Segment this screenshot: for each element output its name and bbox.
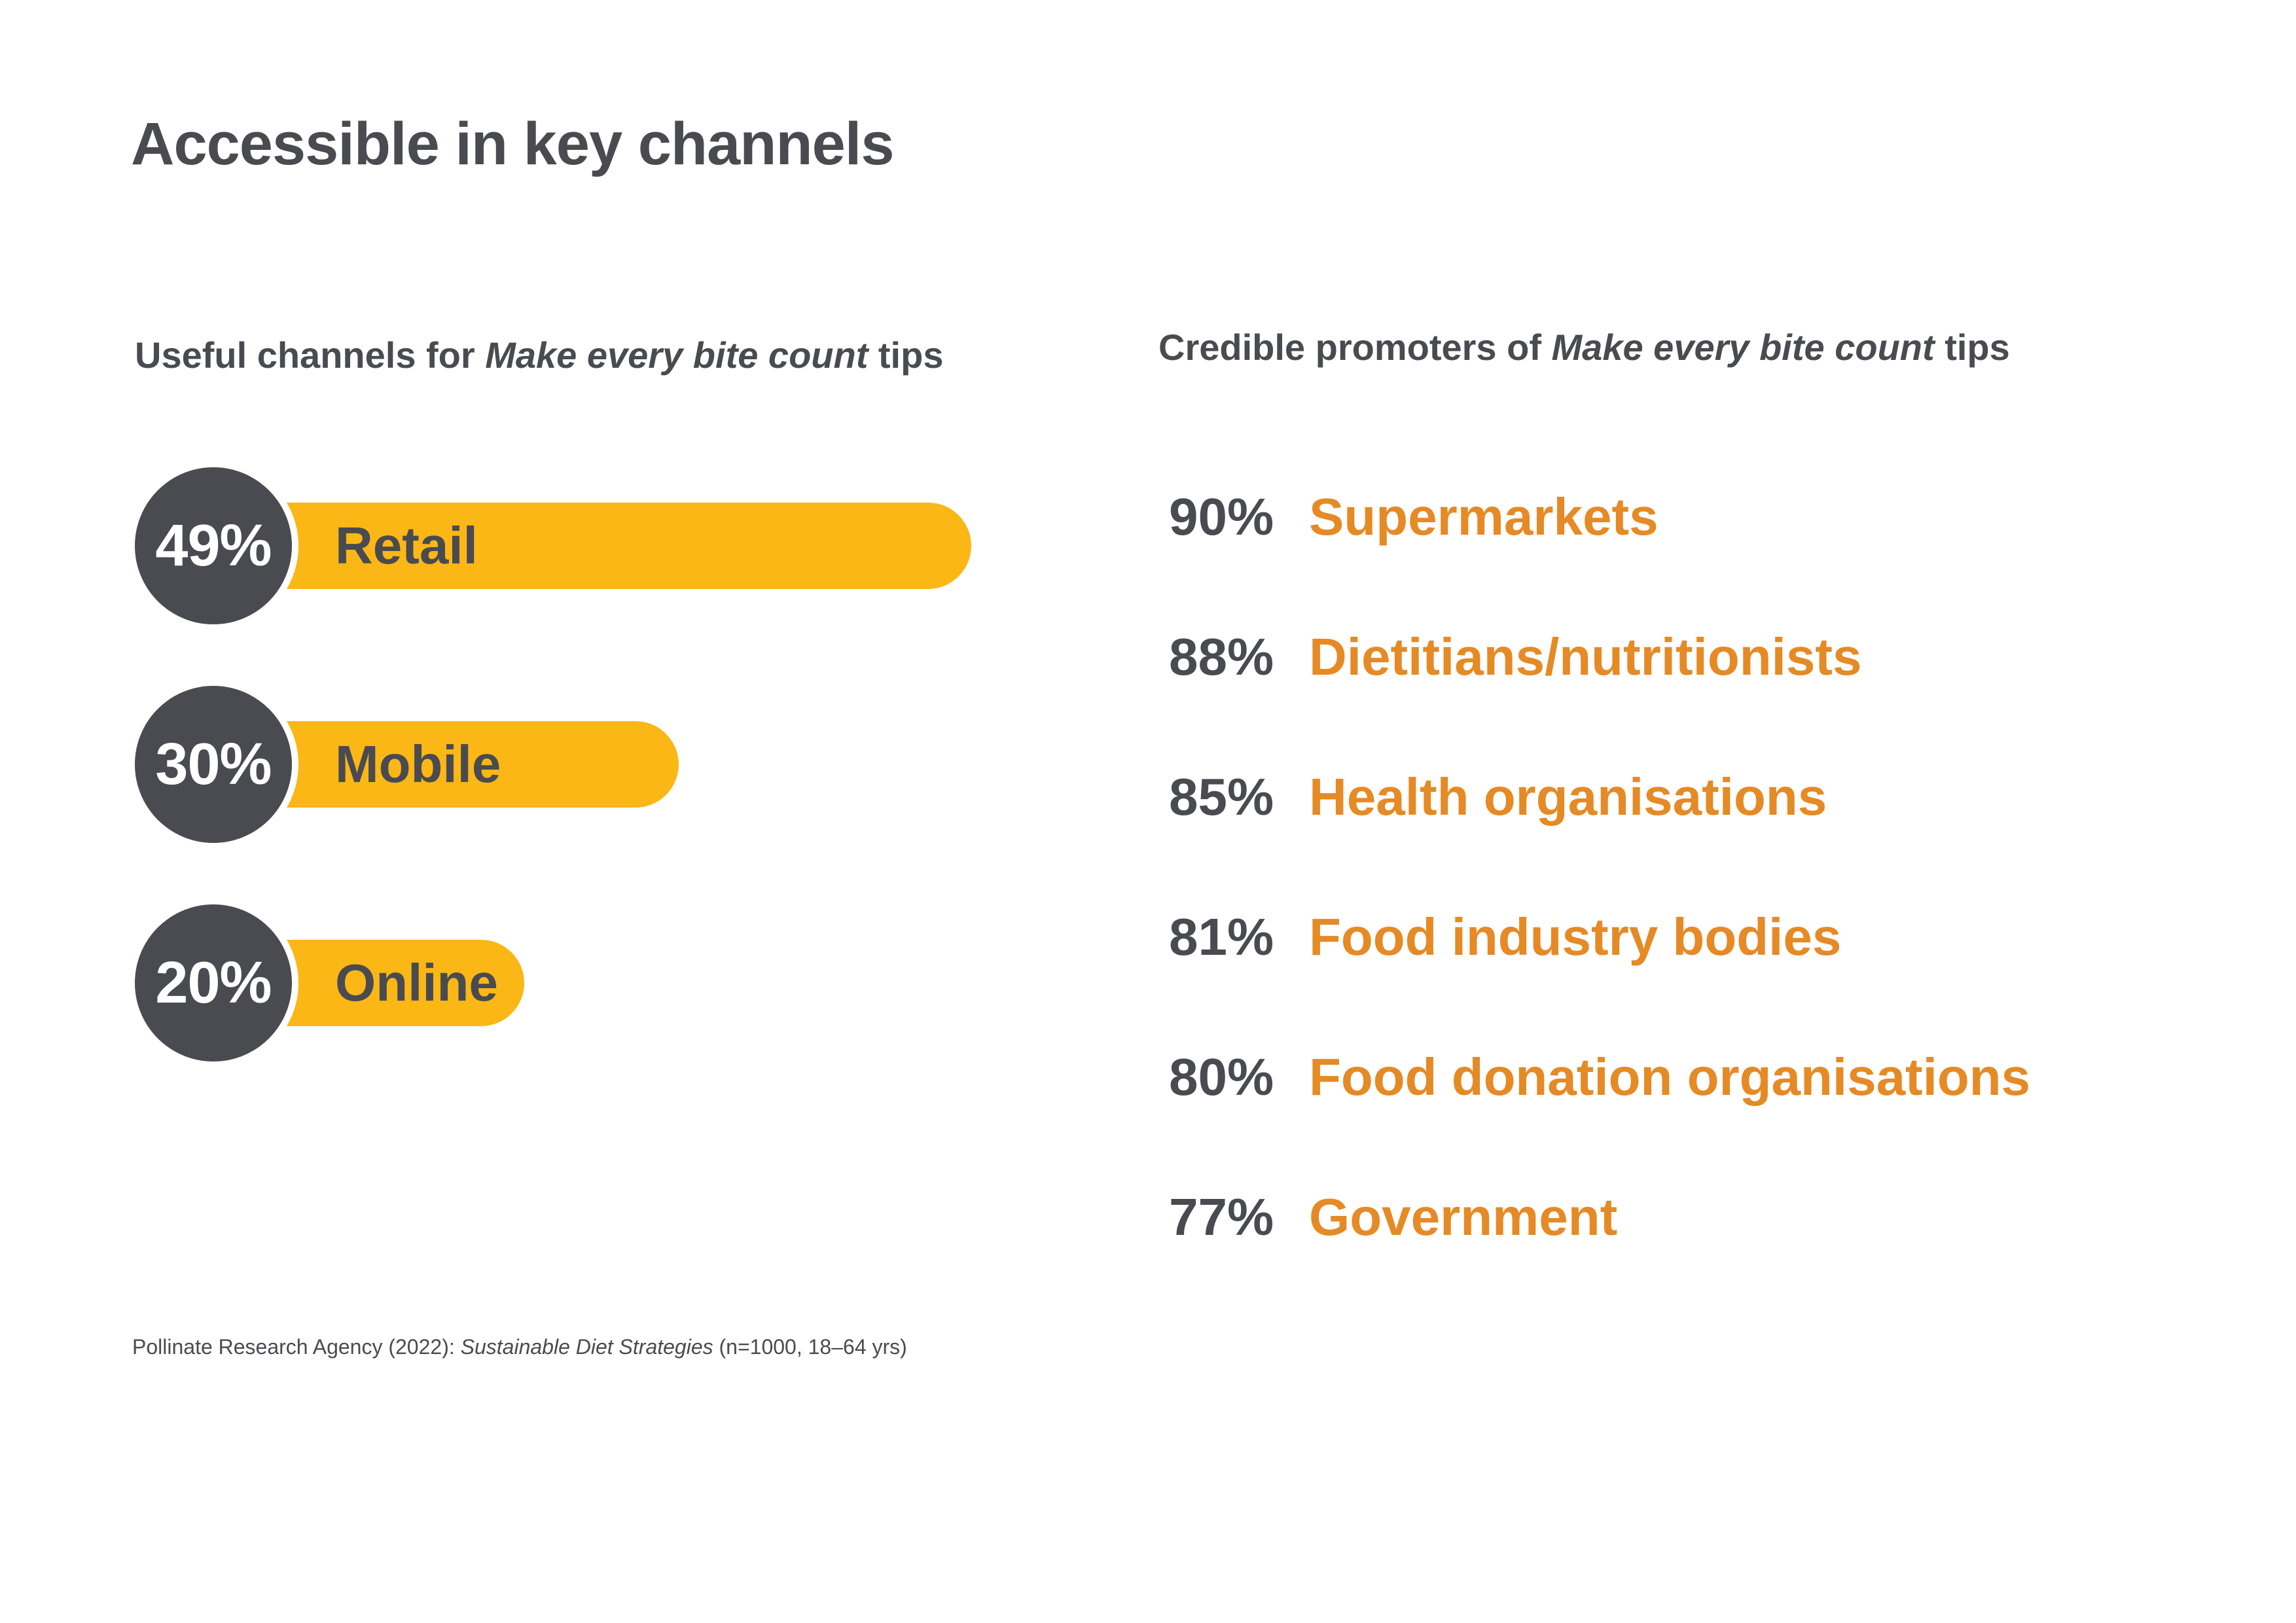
bar-value-label: 30% <box>155 731 272 797</box>
value-bubble: 30% <box>128 679 298 849</box>
promoters-heading-text: Credible promoters of <box>1158 327 1552 368</box>
promoters-heading: Credible promoters of Make every bite co… <box>1158 326 2010 368</box>
source-note: Pollinate Research Agency (2022): Sustai… <box>132 1335 907 1359</box>
channels-heading-suffix: tips <box>868 334 944 376</box>
promoter-percent: 81% <box>1169 908 1274 966</box>
channels-heading: Useful channels for Make every bite coun… <box>135 334 943 376</box>
source-study: Sustainable Diet Strategies <box>460 1335 713 1359</box>
bar-value-label: 49% <box>155 512 272 579</box>
promoter-name: Health organisations <box>1309 768 1827 826</box>
bar-category-label: Online <box>335 954 498 1012</box>
bar-category-label: Retail <box>335 516 478 575</box>
promoter-name: Dietitians/nutritionists <box>1309 628 1862 686</box>
bar-row: 49% Retail <box>0 461 2296 631</box>
value-bubble: 20% <box>128 898 298 1068</box>
promoter-percent: 77% <box>1169 1188 1274 1246</box>
bar-value-label: 20% <box>155 950 272 1016</box>
bar-retail <box>216 503 971 589</box>
promoter-name: Food donation organisations <box>1309 1048 2031 1106</box>
value-bubble: 49% <box>128 461 298 631</box>
promoter-percent: 90% <box>1169 488 1274 546</box>
bar-category-label: Mobile <box>335 735 501 793</box>
promoter-percent: 80% <box>1169 1048 1274 1106</box>
page-title: Accessible in key channels <box>131 111 895 177</box>
channels-heading-text: Useful channels for <box>135 334 486 376</box>
source-sample: (n=1000, 18–64 yrs) <box>713 1335 907 1359</box>
channels-heading-campaign: Make every bite count <box>485 334 869 376</box>
promoter-percent: 85% <box>1169 768 1274 826</box>
bar-row: 30% Mobile <box>0 679 2296 849</box>
source-text: Pollinate Research Agency (2022): <box>132 1335 461 1359</box>
promoter-percent: 88% <box>1169 628 1274 686</box>
promoter-name: Supermarkets <box>1309 488 1659 546</box>
promoters-heading-suffix: tips <box>1934 327 2010 368</box>
promoters-heading-campaign: Make every bite count <box>1551 327 1935 368</box>
bar-row: 20% Online <box>0 898 2296 1068</box>
promoter-name: Food industry bodies <box>1309 908 1842 966</box>
promoter-name: Government <box>1309 1188 1618 1246</box>
